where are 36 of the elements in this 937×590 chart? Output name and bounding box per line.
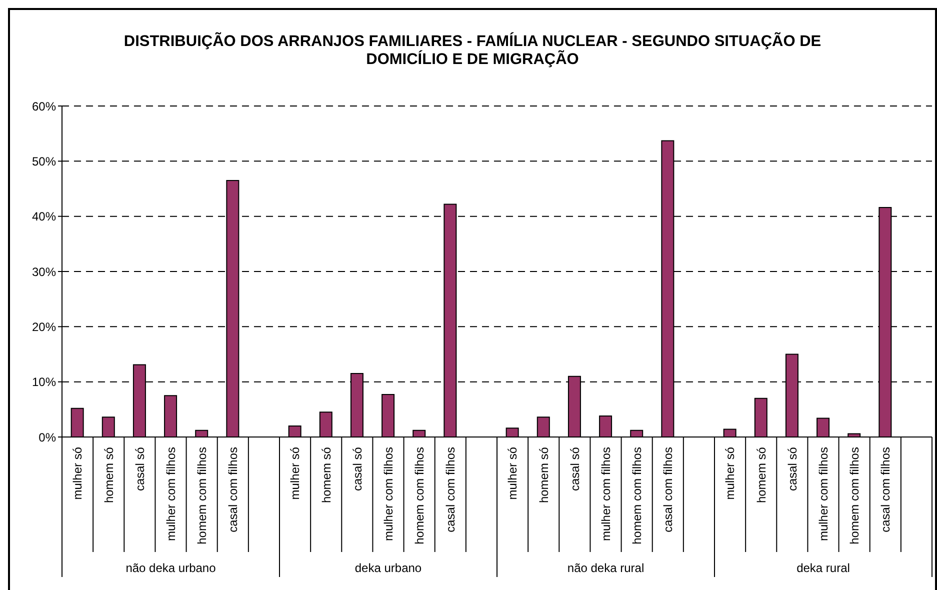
text: deka rural <box>796 561 851 575</box>
x-tick-label: mulher só <box>70 446 85 500</box>
x-tick-label: mulher com filhos <box>598 447 613 542</box>
x-tick-label: casal com filhos <box>226 447 240 532</box>
y-tick-label: 10% <box>32 375 56 390</box>
x-tick-label: mulher com filhos <box>381 447 396 542</box>
x-tick-label: casal com filhos <box>661 447 676 532</box>
x-tick-label: homem com filhos <box>195 447 210 544</box>
text: não deka rural <box>566 561 646 575</box>
x-tick-label: mulher só <box>723 446 738 500</box>
y-tick-label: 30% <box>32 264 56 279</box>
x-tick-label: homem só <box>536 446 551 504</box>
x-tick-label: casal com filhos <box>878 447 893 532</box>
x-tick-label: casal com filhos <box>444 447 458 532</box>
x-tick-label: mulher só <box>506 446 520 500</box>
x-tick-label: homem só <box>102 446 116 504</box>
y-tick-label: 0% <box>38 430 56 444</box>
x-tick-label: homem só <box>754 446 768 504</box>
x-tick-label: homem com filhos <box>630 447 644 544</box>
y-tick-label: 20% <box>32 320 56 334</box>
text: não deka urbano <box>124 561 217 575</box>
x-tick-label: mulher só <box>288 446 302 500</box>
chart-title: DISTRIBUIÇÃO DOS ARRANJOS FAMILIARES - FAMÍLIA NUCLEAR - SEGUNDO SITUAÇÃO DE DOMICÍLIO E DE MIGRAÇÃO <box>122 33 822 69</box>
x-tick-label: casal só <box>568 446 582 492</box>
y-tick-label: 50% <box>32 154 56 168</box>
x-tick-label: homem com filhos <box>412 447 427 544</box>
x-tick-label: homem só <box>319 446 334 504</box>
x-tick-label: homem com filhos <box>848 447 862 544</box>
x-tick-label: casal só <box>785 446 800 492</box>
x-tick-label: casal só <box>350 446 364 492</box>
x-tick-label: mulher com filhos <box>816 447 830 542</box>
x-tick-label: mulher com filhos <box>164 447 178 542</box>
y-tick-label: 40% <box>32 210 56 224</box>
x-tick-label: casal só <box>132 446 147 492</box>
y-tick-label: 60% <box>32 99 56 114</box>
text: deka urbano <box>354 561 423 575</box>
